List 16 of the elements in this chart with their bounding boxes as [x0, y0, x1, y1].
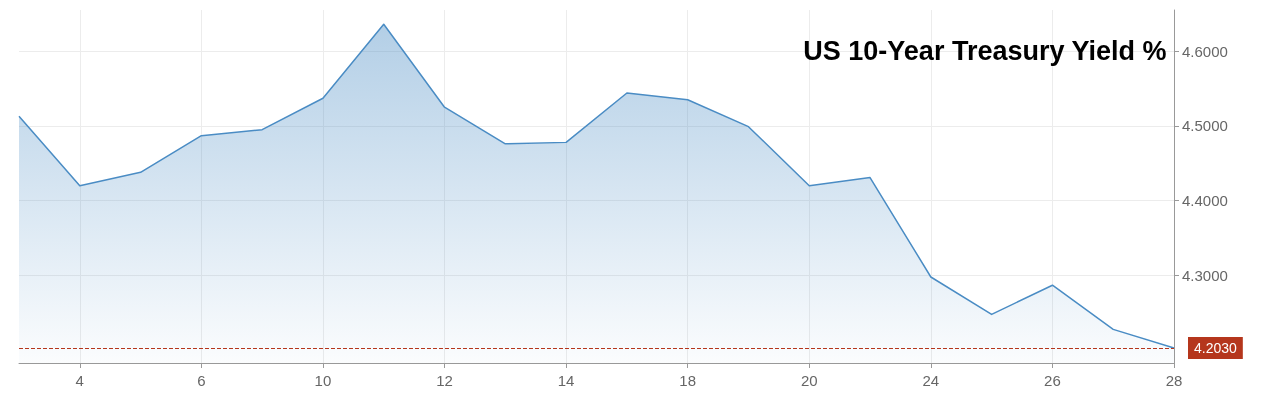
x-tick-label: 24	[922, 372, 940, 389]
x-tick-label: 4	[75, 372, 84, 389]
x-tick-label: 12	[436, 372, 453, 389]
x-tick-label: 14	[557, 372, 575, 389]
x-tick-label: 26	[1044, 372, 1061, 389]
y-tick-label: 4.4000	[1182, 192, 1228, 210]
x-tick-label: 18	[679, 372, 697, 389]
y-tick-label: 4.6000	[1182, 42, 1228, 60]
x-tick-label: 10	[314, 372, 332, 389]
y-tick-label: 4.5000	[1182, 117, 1228, 135]
x-tick-label: 6	[197, 372, 206, 389]
text: US 10-Year Treasury Yield %	[803, 35, 1167, 66]
x-tick-label: 28	[1165, 372, 1183, 389]
ref-line-label: 4.2030	[1194, 340, 1238, 357]
y-tick-label: 4.3000	[1182, 267, 1228, 284]
x-tick-label: 20	[800, 372, 818, 389]
